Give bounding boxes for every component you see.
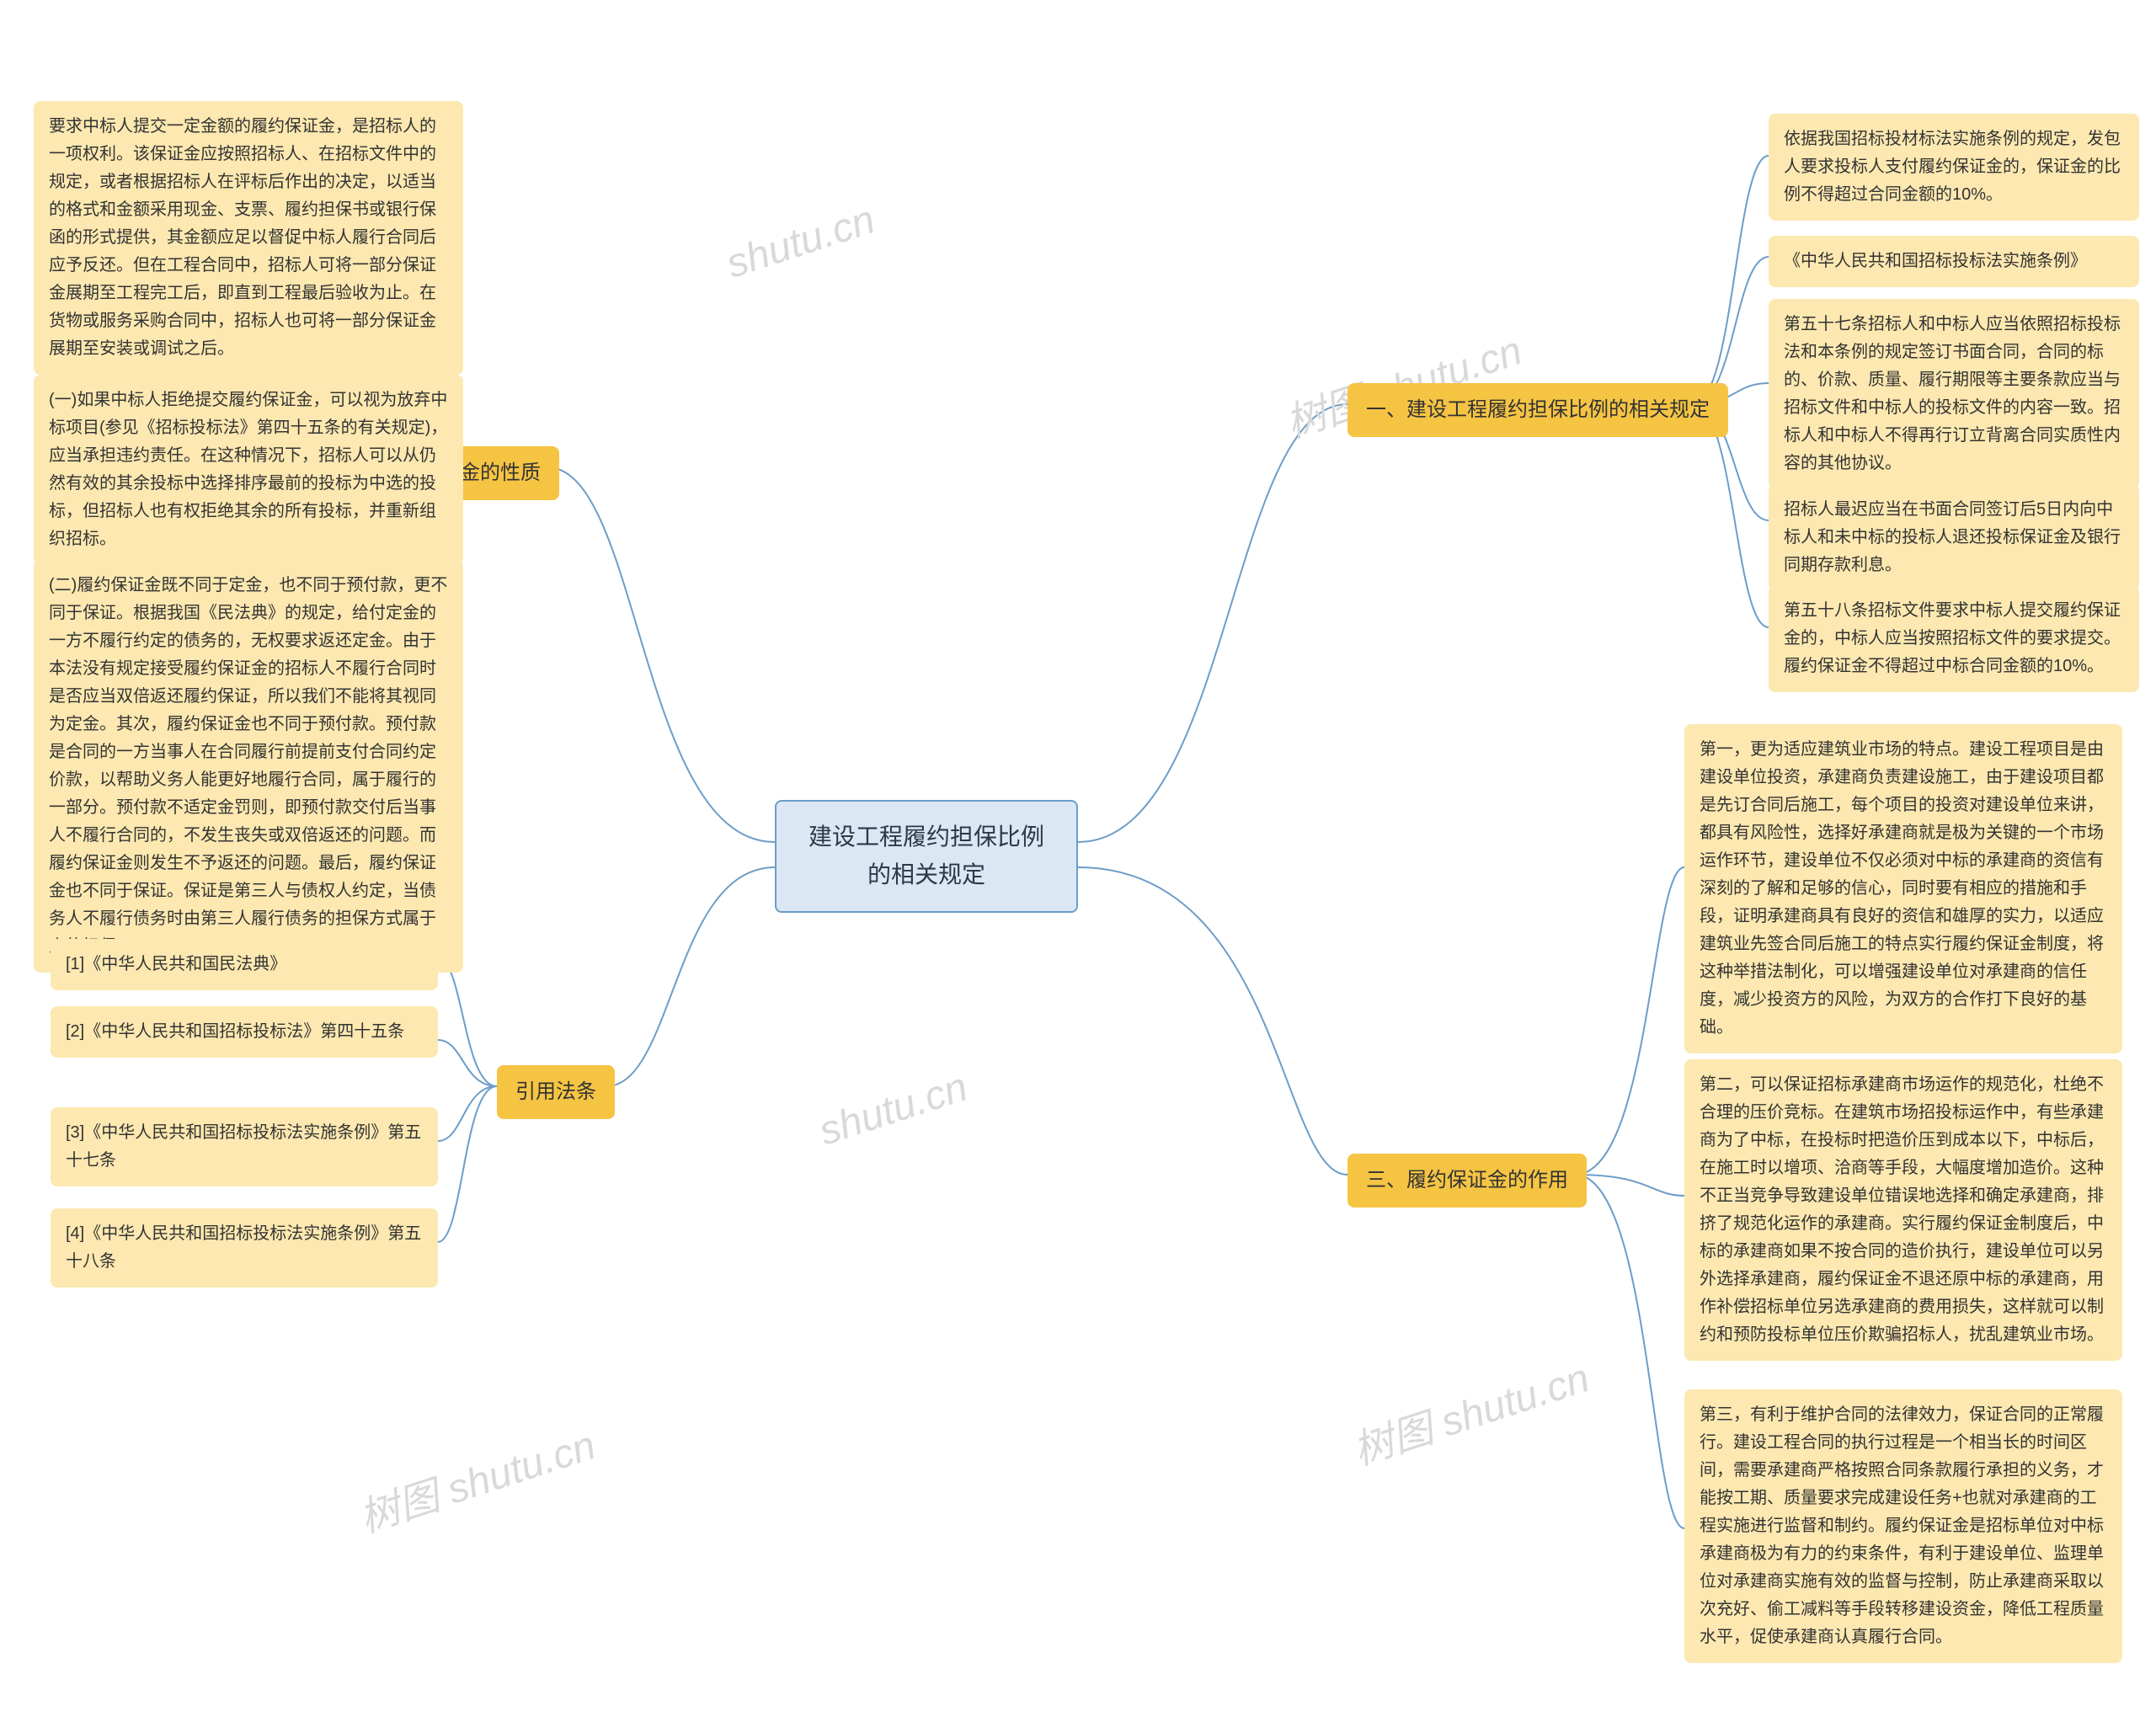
- leaf-text: 第三，有利于维护合同的法律效力，保证合同的正常履行。建设工程合同的执行过程是一个…: [1700, 1405, 2104, 1646]
- leaf-text: (一)如果中标人拒绝提交履约保证金，可以视为放弃中标项目(参见《招标投标法》第四…: [49, 391, 447, 548]
- leaf-1-3: 招标人最迟应当在书面合同签订后5日内向中标人和未中标的投标人退还投标保证金及银行…: [1769, 484, 2139, 591]
- leaf-4-0: [1]《中华人民共和国民法典》: [51, 939, 438, 990]
- leaf-2-1: (一)如果中标人拒绝提交履约保证金，可以视为放弃中标项目(参见《招标投标法》第四…: [34, 375, 463, 565]
- leaf-text: 第一，更为适应建筑业市场的特点。建设工程项目是由建设单位投资，承建商负责建设施工…: [1700, 740, 2104, 1037]
- branch-4: 引用法条: [497, 1065, 615, 1119]
- center-node: 建设工程履约担保比例的相关规定: [775, 800, 1078, 913]
- leaf-text: [3]《中华人民共和国招标投标法实施条例》第五十七条: [66, 1123, 421, 1170]
- leaf-3-2: 第三，有利于维护合同的法律效力，保证合同的正常履行。建设工程合同的执行过程是一个…: [1684, 1389, 2122, 1663]
- branch-label: 三、履约保证金的作用: [1366, 1169, 1568, 1192]
- leaf-1-0: 依据我国招标投材标法实施条例的规定，发包人要求投标人支付履约保证金的，保证金的比…: [1769, 114, 2139, 221]
- leaf-2-0: 要求中标人提交一定金额的履约保证金，是招标人的一项权利。该保证金应按照招标人、在…: [34, 101, 463, 375]
- watermark: 树图 shutu.cn: [350, 1412, 601, 1543]
- leaf-text: [2]《中华人民共和国招标投标法》第四十五条: [66, 1022, 404, 1041]
- leaf-text: [1]《中华人民共和国民法典》: [66, 955, 286, 973]
- leaf-text: 招标人最迟应当在书面合同签订后5日内向中标人和未中标的投标人退还投标保证金及银行…: [1784, 500, 2121, 574]
- leaf-2-2: (二)履约保证金既不同于定金，也不同于预付款，更不同于保证。根据我国《民法典》的…: [34, 560, 463, 973]
- leaf-text: 要求中标人提交一定金额的履约保证金，是招标人的一项权利。该保证金应按照招标人、在…: [49, 117, 436, 358]
- leaf-text: 《中华人民共和国招标投标法实施条例》: [1784, 252, 2087, 270]
- leaf-3-0: 第一，更为适应建筑业市场的特点。建设工程项目是由建设单位投资，承建商负责建设施工…: [1684, 724, 2122, 1053]
- leaf-1-4: 第五十八条招标文件要求中标人提交履约保证金的，中标人应当按照招标文件的要求提交。…: [1769, 585, 2139, 692]
- leaf-1-1: 《中华人民共和国招标投标法实施条例》: [1769, 236, 2139, 287]
- leaf-3-1: 第二，可以保证招标承建商市场运作的规范化，杜绝不合理的压价竞标。在建筑市场招投标…: [1684, 1059, 2122, 1361]
- leaf-text: 第二，可以保证招标承建商市场运作的规范化，杜绝不合理的压价竞标。在建筑市场招投标…: [1700, 1075, 2104, 1344]
- branch-3: 三、履约保证金的作用: [1348, 1154, 1587, 1208]
- leaf-text: 第五十七条招标人和中标人应当依照招标投标法和本条例的规定签订书面合同，合同的标的…: [1784, 315, 2121, 472]
- branch-1: 一、建设工程履约担保比例的相关规定: [1348, 383, 1728, 437]
- center-title: 建设工程履约担保比例的相关规定: [808, 824, 1044, 888]
- leaf-text: [4]《中华人民共和国招标投标法实施条例》第五十八条: [66, 1224, 421, 1271]
- leaf-text: 依据我国招标投材标法实施条例的规定，发包人要求投标人支付履约保证金的，保证金的比…: [1784, 130, 2121, 204]
- leaf-1-2: 第五十七条招标人和中标人应当依照招标投标法和本条例的规定签订书面合同，合同的标的…: [1769, 299, 2139, 489]
- branch-label: 一、建设工程履约担保比例的相关规定: [1366, 398, 1710, 421]
- leaf-4-1: [2]《中华人民共和国招标投标法》第四十五条: [51, 1006, 438, 1058]
- leaf-text: (二)履约保证金既不同于定金，也不同于预付款，更不同于保证。根据我国《民法典》的…: [49, 576, 447, 956]
- leaf-4-3: [4]《中华人民共和国招标投标法实施条例》第五十八条: [51, 1208, 438, 1288]
- watermark: shutu.cn: [814, 1064, 974, 1154]
- leaf-text: 第五十八条招标文件要求中标人提交履约保证金的，中标人应当按照招标文件的要求提交。…: [1784, 601, 2121, 675]
- leaf-4-2: [3]《中华人民共和国招标投标法实施条例》第五十七条: [51, 1107, 438, 1186]
- watermark: 树图 shutu.cn: [1344, 1345, 1595, 1476]
- branch-label: 引用法条: [515, 1080, 596, 1103]
- watermark: shutu.cn: [721, 196, 881, 287]
